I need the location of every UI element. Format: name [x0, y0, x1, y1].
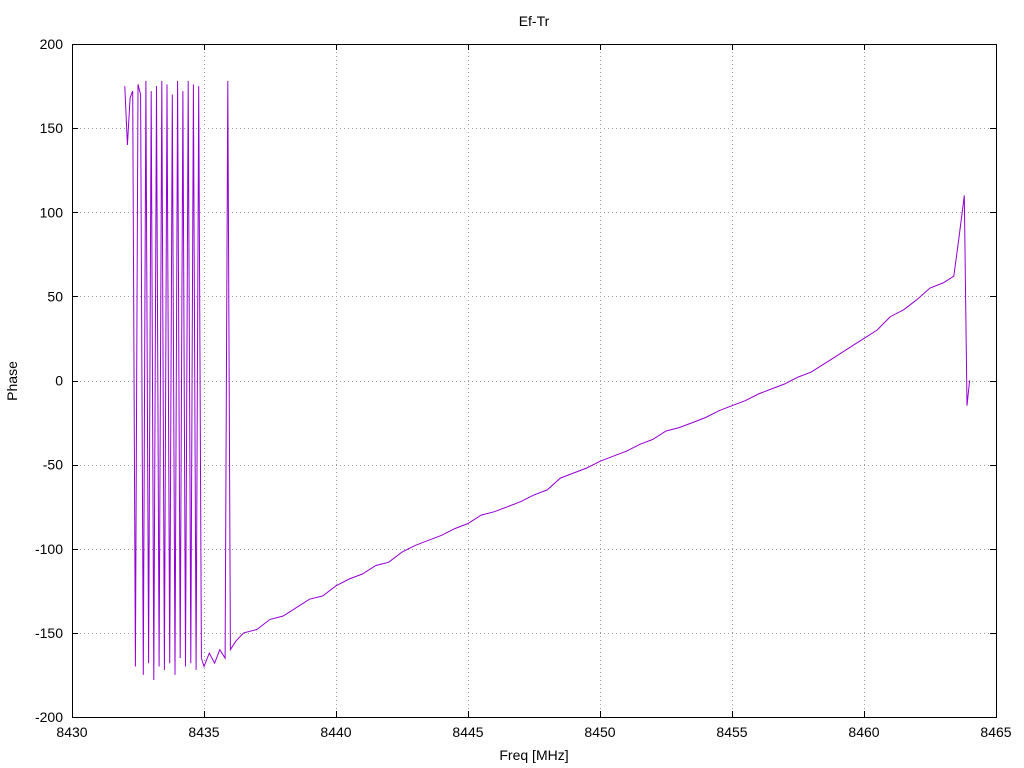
series-layer — [124, 80, 971, 681]
x-tick-label: 8430 — [56, 724, 87, 740]
x-tick-label: 8455 — [716, 724, 747, 740]
y-tick-label: -100 — [35, 541, 63, 557]
plot-frame — [72, 44, 997, 718]
tick-layer — [72, 44, 997, 718]
x-axis-label: Freq [MHz] — [499, 747, 568, 763]
phase-series-line — [124, 80, 971, 681]
y-tick-label: 50 — [47, 288, 63, 304]
grid-layer — [72, 44, 996, 717]
y-tick-label: 100 — [40, 204, 64, 220]
y-tick-label: 0 — [55, 373, 63, 389]
y-tick-label: -150 — [35, 625, 63, 641]
x-tick-label: 8450 — [584, 724, 615, 740]
x-tick-label: 8440 — [320, 724, 351, 740]
x-tick-label: 8460 — [848, 724, 879, 740]
y-axis-label: Phase — [4, 361, 20, 401]
chart-title: Ef-Tr — [519, 13, 550, 29]
x-tick-label: 8465 — [980, 724, 1011, 740]
y-tick-label: 200 — [40, 36, 64, 52]
y-tick-label: -200 — [35, 709, 63, 725]
x-tick-label: 8435 — [188, 724, 219, 740]
label-layer: 8430 8435 8440 8445 8450 8455 8460 8465 -200 -150… — [35, 36, 1012, 740]
x-tick-label: 8445 — [452, 724, 483, 740]
y-tick-label: -50 — [43, 457, 63, 473]
y-tick-label: 150 — [40, 120, 64, 136]
